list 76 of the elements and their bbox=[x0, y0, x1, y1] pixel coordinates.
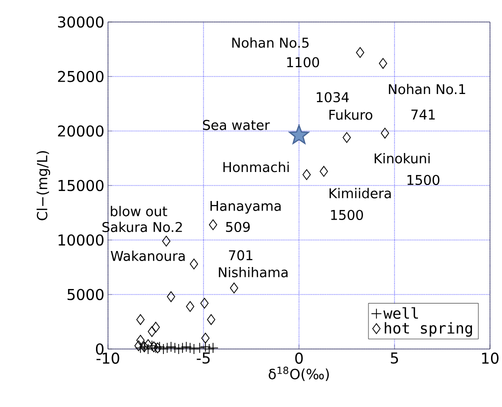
point bbox=[208, 219, 218, 230]
point bbox=[154, 341, 165, 352]
annotation: Kimiidera bbox=[330, 188, 391, 198]
point bbox=[169, 342, 180, 354]
point bbox=[154, 342, 162, 354]
annotation: Fukuro bbox=[329, 109, 372, 120]
annotation: Sakura No.2 bbox=[102, 222, 182, 232]
point bbox=[150, 342, 162, 354]
annotation: Nohan No.1 bbox=[388, 84, 466, 94]
y-tick-label: 5000 bbox=[68, 288, 104, 300]
point bbox=[144, 339, 152, 350]
point bbox=[158, 344, 169, 354]
x-tick-label: -10 bbox=[96, 352, 120, 364]
annotation: 1500 bbox=[331, 210, 363, 220]
y-tick-label: 25000 bbox=[58, 70, 104, 82]
point bbox=[302, 169, 311, 180]
point bbox=[162, 236, 170, 246]
annotation: Wakanoura bbox=[110, 250, 185, 262]
point bbox=[342, 132, 351, 143]
annotation: 1100 bbox=[287, 57, 320, 68]
point bbox=[166, 341, 176, 352]
y-axis-title: Cl−(mg/L) bbox=[36, 151, 50, 220]
point bbox=[136, 334, 145, 346]
point bbox=[188, 344, 200, 354]
point bbox=[148, 326, 156, 337]
y-tick-label: 20000 bbox=[58, 125, 104, 137]
point bbox=[208, 342, 218, 354]
y-tick-label: 30000 bbox=[58, 16, 104, 28]
point bbox=[190, 258, 198, 270]
x-tick-label: 10 bbox=[482, 352, 499, 364]
annotation: 1034 bbox=[316, 92, 349, 102]
point bbox=[173, 344, 184, 354]
point bbox=[152, 322, 160, 333]
point bbox=[177, 342, 188, 354]
point bbox=[166, 291, 176, 302]
point bbox=[378, 58, 388, 69]
point bbox=[142, 344, 154, 354]
x-tick-label: -5 bbox=[196, 352, 210, 364]
annotation: 701 bbox=[229, 250, 252, 260]
point bbox=[320, 166, 328, 177]
annotation: Kinokuni bbox=[374, 153, 430, 164]
point bbox=[184, 342, 196, 354]
y-tick-label: 10000 bbox=[58, 234, 104, 246]
annotation: Nohan No.5 bbox=[232, 37, 309, 48]
point bbox=[146, 340, 158, 352]
point bbox=[150, 341, 158, 352]
legend-label: hot spring bbox=[384, 322, 472, 337]
point bbox=[288, 124, 310, 144]
point bbox=[134, 340, 143, 352]
point bbox=[230, 282, 238, 294]
annotation: 1500 bbox=[408, 174, 440, 186]
point bbox=[194, 342, 206, 354]
annotation: Sea water bbox=[203, 120, 270, 130]
point bbox=[200, 341, 211, 352]
x-tick-label: 5 bbox=[390, 352, 398, 364]
annotation: Nishihama bbox=[218, 266, 288, 278]
y-tick-label: 0 bbox=[96, 343, 104, 355]
point bbox=[356, 47, 364, 58]
point bbox=[135, 342, 146, 354]
annotation: Honmachi bbox=[223, 162, 289, 172]
point bbox=[200, 298, 209, 309]
annotation: 741 bbox=[411, 110, 435, 120]
x-tick-label: 0 bbox=[295, 352, 303, 364]
point bbox=[180, 341, 192, 352]
point bbox=[207, 314, 216, 325]
legend-label: well bbox=[383, 307, 418, 319]
point bbox=[162, 342, 173, 354]
point bbox=[186, 301, 194, 312]
point bbox=[201, 332, 210, 344]
point bbox=[380, 128, 390, 139]
annotation: 509 bbox=[226, 222, 250, 232]
point bbox=[136, 314, 145, 325]
annotation: Hanayama bbox=[210, 200, 281, 214]
annotation: blow out bbox=[110, 206, 168, 216]
x-axis-title: δ$^{18}$O(‰) bbox=[268, 366, 329, 381]
y-tick-label: 15000 bbox=[58, 180, 104, 192]
